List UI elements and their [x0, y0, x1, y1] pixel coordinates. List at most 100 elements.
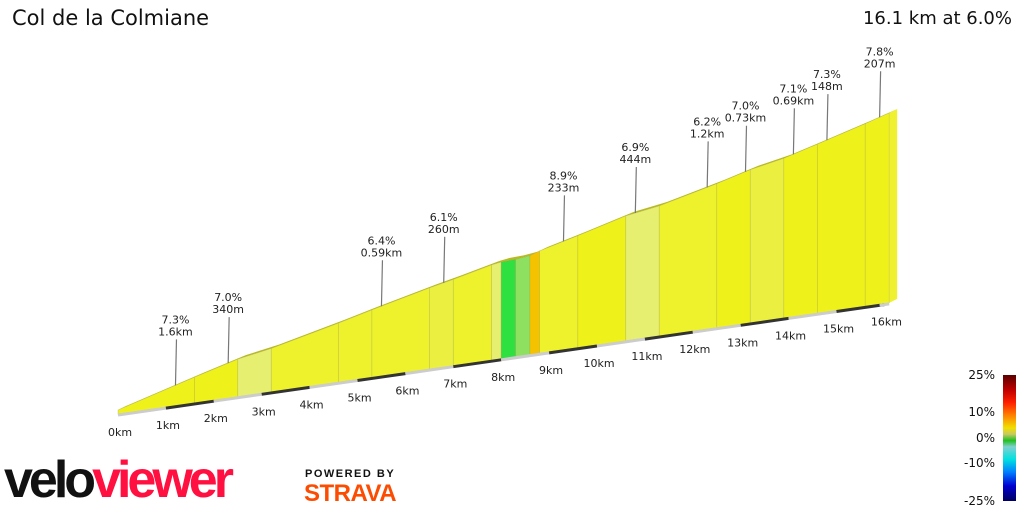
profile-end-face: [889, 108, 898, 303]
km-baseline-segment: [309, 379, 358, 389]
km-baseline-segment: [644, 330, 694, 341]
annotation-length: 340m: [212, 303, 244, 316]
km-tick-label: 3km: [252, 405, 276, 418]
gradient-segment: [625, 205, 660, 342]
km-baseline-segment: [692, 323, 741, 334]
km-tick-label: 1km: [156, 419, 180, 432]
annotation-gradient: 7.8%: [866, 45, 894, 58]
profile-top-edge: [118, 108, 898, 410]
gradient-segment: [500, 258, 516, 360]
powered-by-label: POWERED BY: [305, 468, 396, 480]
km-baseline-segment: [117, 406, 167, 417]
annotation-gradient: 7.3%: [813, 68, 841, 81]
gradient-segment: [337, 309, 373, 383]
annotation-leader: [380, 260, 384, 307]
annotation-leader: [634, 167, 637, 214]
gradient-segment: [452, 264, 492, 367]
strava-logo[interactable]: STRAVA: [304, 480, 397, 507]
km-baseline-segment: [357, 372, 406, 382]
annotation-length: 1.2km: [690, 127, 725, 140]
km-tick-label: 15km: [823, 323, 854, 336]
gradient-segment: [429, 278, 454, 370]
annotation-length: 233m: [548, 181, 580, 194]
annotation-leader: [562, 195, 566, 242]
annotation-gradient: 7.3%: [162, 313, 190, 326]
annotation-length: 0.69km: [773, 94, 815, 107]
legend-label: -25%: [963, 494, 995, 508]
annotation-leader: [744, 125, 748, 172]
veloviewer-logo[interactable]: veloviewer: [4, 451, 234, 509]
gradient-segment: [237, 347, 272, 398]
km-baseline-segment: [405, 365, 454, 376]
legend-label: 10%: [968, 405, 995, 419]
km-baseline-segment: [596, 337, 646, 348]
gradient-segment: [539, 235, 579, 354]
legend-label: 25%: [968, 368, 995, 382]
annotation-gradient: 6.1%: [430, 211, 458, 224]
km-tick-label: 14km: [775, 329, 806, 342]
annotation-leader: [443, 236, 446, 283]
annotation-leader: [174, 339, 178, 386]
annotation-gradient: 8.9%: [549, 169, 577, 182]
km-baseline-segment: [213, 392, 262, 403]
gradient-segment: [529, 250, 540, 356]
km-baseline-segment: [740, 316, 789, 327]
annotation-length: 0.73km: [725, 112, 767, 125]
gradient-segment: [491, 261, 502, 361]
climb-summary: 16.1 km at 6.0%: [862, 8, 1012, 29]
gradient-segment: [371, 287, 430, 378]
annotation-gradient: 7.0%: [214, 291, 242, 304]
km-baseline-segment: [500, 351, 550, 362]
annotation-length: 1.6km: [158, 325, 193, 338]
legend-label: 0%: [975, 431, 995, 445]
annotation-length: 0.59km: [361, 246, 403, 259]
km-baseline-segment: [548, 344, 598, 355]
annotation-length: 207m: [864, 57, 896, 70]
annotation-leader: [227, 317, 230, 364]
annotation-length: 148m: [811, 80, 843, 93]
annotation-gradient: 7.0%: [732, 100, 760, 113]
km-tick-label: 4km: [300, 398, 324, 411]
annotation-length: 260m: [428, 223, 460, 236]
gradient-segment: [749, 157, 785, 324]
km-tick-label: 13km: [727, 336, 758, 349]
km-baseline-segment: [261, 385, 310, 396]
annotation-length: 444m: [619, 153, 651, 166]
annotation-leader: [792, 108, 795, 155]
km-baseline-segment: [879, 302, 890, 307]
gradient-legend-bar: [1003, 375, 1016, 501]
legend-label: -10%: [963, 456, 995, 470]
annotation-leader: [826, 94, 829, 141]
km-baseline-segment: [788, 310, 837, 320]
km-tick-label: 6km: [395, 385, 419, 398]
annotation-gradient: 6.4%: [367, 234, 395, 247]
gradient-segment: [783, 143, 818, 319]
annotation-gradient: 7.1%: [779, 82, 807, 95]
km-baseline-segment: [165, 399, 215, 410]
annotation-gradient: 6.2%: [693, 115, 721, 128]
km-tick-label: 9km: [539, 364, 563, 377]
annotation-gradient: 6.9%: [621, 141, 649, 154]
climb-title: Col de la Colmiane: [12, 6, 210, 30]
km-tick-label: 7km: [443, 378, 467, 391]
km-tick-label: 10km: [583, 357, 614, 370]
km-tick-label: 2km: [204, 412, 228, 425]
gradient-segment: [816, 123, 866, 314]
gradient-segment: [716, 169, 751, 329]
annotation-leader: [706, 141, 709, 188]
km-tick-label: 16km: [871, 316, 902, 329]
km-tick-label: 5km: [347, 392, 371, 405]
km-baseline-segment: [453, 358, 502, 369]
km-tick-label: 0km: [108, 426, 132, 439]
km-tick-label: 8km: [491, 371, 515, 384]
gradient-segment: [864, 112, 890, 307]
annotation-leader: [879, 71, 882, 118]
gradient-segment: [515, 255, 531, 358]
gradient-segment: [270, 322, 339, 393]
km-tick-label: 12km: [679, 343, 710, 356]
gradient-segment: [194, 358, 239, 404]
gradient-segment: [577, 215, 627, 349]
km-baseline-segment: [836, 303, 885, 313]
gradient-segment: [658, 183, 718, 337]
